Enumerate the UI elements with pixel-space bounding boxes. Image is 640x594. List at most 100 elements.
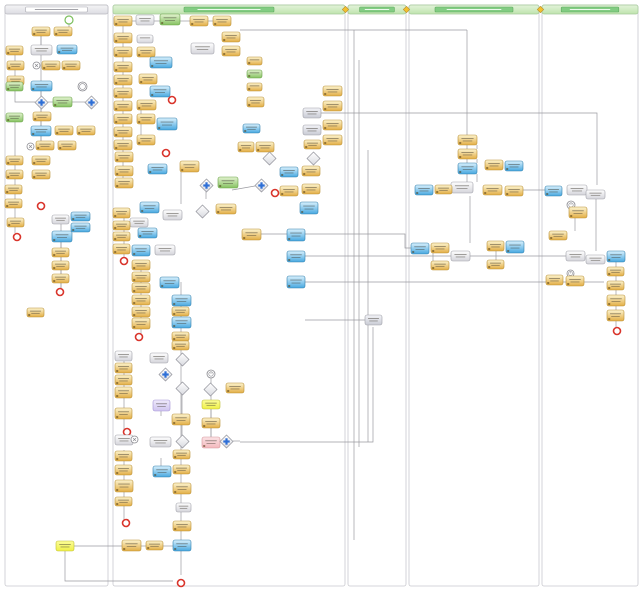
task-node[interactable] xyxy=(606,266,625,277)
task-node[interactable] xyxy=(114,464,133,476)
task-node[interactable] xyxy=(51,247,70,258)
task-node[interactable] xyxy=(457,148,478,160)
alert-task-node[interactable] xyxy=(201,436,221,449)
system-task-node-shape[interactable] xyxy=(299,201,319,215)
system-task-node-shape[interactable] xyxy=(156,117,178,131)
task-node-shape[interactable] xyxy=(430,260,450,271)
task-node[interactable] xyxy=(113,15,133,27)
approval-task-node-shape[interactable] xyxy=(5,112,24,123)
task-node-shape[interactable] xyxy=(303,139,322,150)
task-node-shape[interactable] xyxy=(322,119,343,131)
exclusive-gateway-node[interactable] xyxy=(175,434,190,449)
subprocess-node-shape[interactable] xyxy=(302,124,322,136)
approval-task-node[interactable] xyxy=(5,81,24,92)
system-task-node[interactable] xyxy=(286,275,306,289)
alert-task-node-shape[interactable] xyxy=(201,436,221,449)
gateway-shape[interactable] xyxy=(175,434,190,449)
task-node-shape[interactable] xyxy=(322,100,343,112)
task-node[interactable] xyxy=(322,134,343,146)
task-node[interactable] xyxy=(246,82,263,92)
system-task-node[interactable] xyxy=(51,230,73,243)
end-event[interactable] xyxy=(161,148,171,158)
task-node[interactable] xyxy=(606,309,625,322)
condition-node[interactable] xyxy=(585,189,606,200)
system-task-node[interactable] xyxy=(139,201,160,214)
task-node-shape[interactable] xyxy=(131,306,151,318)
task-node[interactable] xyxy=(113,61,133,73)
parallel-gateway-node[interactable] xyxy=(158,367,173,382)
system-task-node[interactable] xyxy=(171,294,192,307)
task-node[interactable] xyxy=(303,139,322,150)
task-node-shape[interactable] xyxy=(279,185,299,197)
task-node-shape[interactable] xyxy=(113,15,133,27)
approval-task-node-shape[interactable] xyxy=(246,69,263,79)
task-node-shape[interactable] xyxy=(51,260,70,271)
condition-node[interactable] xyxy=(566,184,588,196)
approval-task-node-shape[interactable] xyxy=(52,96,73,108)
condition-node-shape[interactable] xyxy=(149,352,169,364)
task-node-shape[interactable] xyxy=(565,275,585,287)
system-task-node-shape[interactable] xyxy=(70,222,91,233)
task-node-shape[interactable] xyxy=(31,26,51,37)
task-node-shape[interactable] xyxy=(114,479,134,493)
milestone-node-shape[interactable] xyxy=(201,399,221,410)
task-node[interactable] xyxy=(279,185,299,197)
task-node-shape[interactable] xyxy=(171,306,190,317)
exclusive-gateway-node[interactable] xyxy=(195,204,210,219)
task-node-shape[interactable] xyxy=(171,340,190,351)
condition-node-shape[interactable] xyxy=(566,184,588,196)
task-node[interactable] xyxy=(237,141,255,153)
parallel-gateway-node[interactable] xyxy=(34,95,49,110)
task-node[interactable] xyxy=(172,520,192,532)
task-node[interactable] xyxy=(31,155,51,166)
task-node-shape[interactable] xyxy=(545,274,564,286)
task-node-shape[interactable] xyxy=(114,374,133,386)
task-node-shape[interactable] xyxy=(113,113,133,125)
task-node-shape[interactable] xyxy=(31,169,51,180)
task-node[interactable] xyxy=(61,60,81,71)
task-node[interactable] xyxy=(114,496,133,507)
task-node[interactable] xyxy=(172,482,192,495)
task-node[interactable] xyxy=(548,230,568,241)
condition-node-shape[interactable] xyxy=(450,181,474,194)
task-node-shape[interactable] xyxy=(114,496,133,507)
task-node-shape[interactable] xyxy=(114,362,133,374)
system-task-node[interactable] xyxy=(149,56,173,69)
task-node[interactable] xyxy=(246,96,265,108)
condition-node[interactable] xyxy=(565,250,586,262)
subprocess-node-shape[interactable] xyxy=(364,314,383,326)
system-task-node[interactable] xyxy=(505,240,525,254)
system-task-node[interactable] xyxy=(606,250,626,263)
end-event[interactable] xyxy=(36,201,46,211)
approval-task-node[interactable] xyxy=(52,96,73,108)
task-node[interactable] xyxy=(201,417,221,429)
condition-node[interactable] xyxy=(114,350,133,362)
system-task-node-shape[interactable] xyxy=(505,240,525,254)
task-node-shape[interactable] xyxy=(113,32,133,44)
task-node-shape[interactable] xyxy=(131,259,151,271)
task-node-shape[interactable] xyxy=(172,520,192,532)
end-event[interactable] xyxy=(12,232,22,242)
task-node[interactable] xyxy=(113,126,133,138)
system-task-node[interactable] xyxy=(171,316,192,329)
task-node-shape[interactable] xyxy=(241,228,262,241)
intermediate-event[interactable] xyxy=(77,81,88,92)
end-event[interactable] xyxy=(55,287,65,297)
task-node[interactable] xyxy=(114,407,133,420)
task-node[interactable] xyxy=(112,207,131,219)
task-node-shape[interactable] xyxy=(246,82,263,92)
parallel-gateway-node[interactable] xyxy=(254,178,269,193)
system-task-node[interactable] xyxy=(30,125,52,137)
task-node-shape[interactable] xyxy=(212,15,232,27)
task-node-shape[interactable] xyxy=(35,140,55,151)
system-task-node-shape[interactable] xyxy=(159,276,180,289)
task-node-shape[interactable] xyxy=(131,317,151,330)
system-task-node[interactable] xyxy=(159,276,180,289)
timer-event[interactable] xyxy=(206,369,216,379)
task-node[interactable] xyxy=(6,60,25,71)
task-node-shape[interactable] xyxy=(5,45,24,56)
task-node[interactable] xyxy=(26,307,45,318)
task-node[interactable] xyxy=(171,413,191,426)
condition-node-shape[interactable] xyxy=(190,42,215,55)
condition-node-shape[interactable] xyxy=(154,244,176,256)
